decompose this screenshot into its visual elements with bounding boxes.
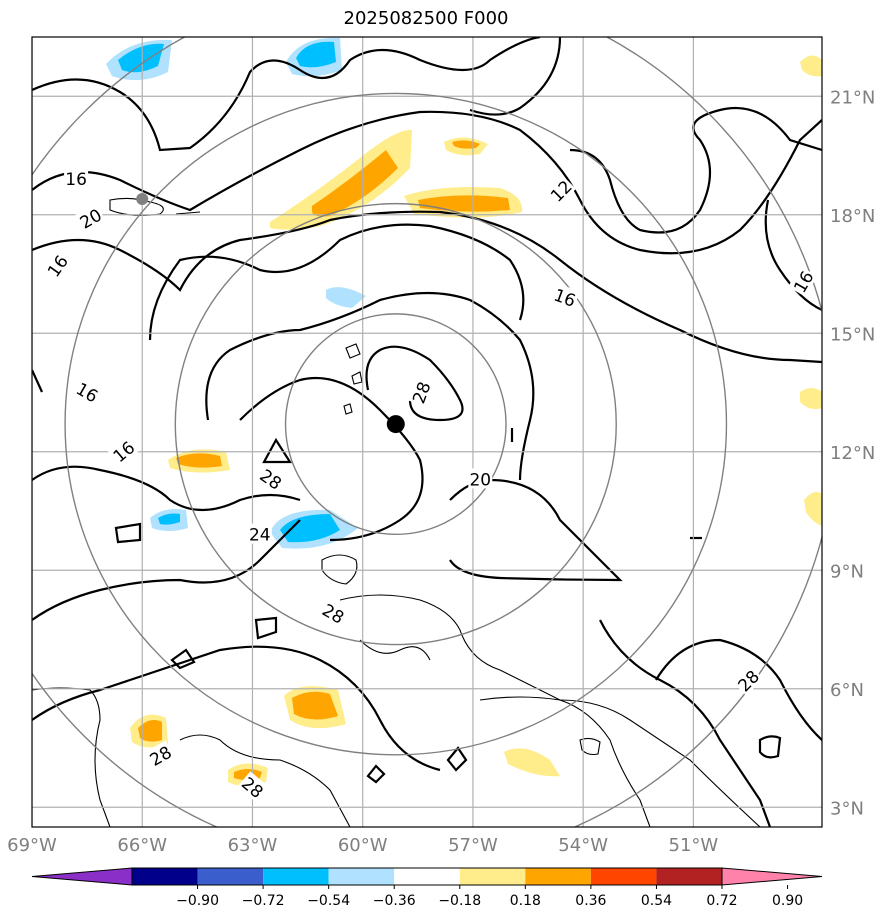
lon-tick-label: 57°W (448, 835, 498, 856)
negative-field-patch (326, 287, 366, 308)
positive-field-patch (804, 492, 822, 526)
lon-tick-label: 51°W (669, 835, 719, 856)
latitude-tick-labels: 3°N 6°N 9°N 12°N 15°N 18°N 21°N (830, 87, 875, 819)
contour-label-bg (107, 435, 139, 467)
positive-field-patch (800, 55, 822, 77)
colorbar-cell (263, 868, 329, 885)
lat-tick-label: 6°N (830, 680, 864, 701)
positive-field-patch (800, 388, 822, 410)
positive-field-patch (292, 691, 338, 720)
range-ring (284, 313, 507, 536)
lon-tick-label: 66°W (117, 835, 167, 856)
colorbar-label: 0.54 (641, 893, 672, 909)
contour-label-bg (74, 203, 106, 233)
colorbar-extend-low (31, 867, 133, 886)
colorbar-cell (590, 868, 657, 885)
contour-label-bg (72, 376, 104, 407)
range-ring (174, 202, 617, 646)
contour-label-bg (64, 168, 89, 189)
lat-tick-label: 3°N (830, 798, 864, 819)
colorbar-label: −0.36 (373, 893, 416, 909)
range-rings (32, 37, 822, 827)
contour-label-bg (788, 266, 818, 297)
colorbar-label: 0.36 (575, 893, 606, 909)
lon-tick-label: 60°W (338, 835, 388, 856)
contour-lines (32, 37, 822, 827)
map-background (32, 37, 822, 827)
colorbar-cell (328, 868, 395, 885)
positive-field-patch (312, 150, 398, 217)
contour-label-bg (144, 740, 176, 770)
colorbar-label: −0.18 (438, 893, 481, 909)
colorbar-cell (525, 868, 591, 885)
positive-field-patch (176, 453, 222, 468)
contour-label-bg (318, 598, 350, 628)
colorbar-cell (197, 868, 264, 885)
contour-label-bg (255, 463, 287, 494)
negative-field-patch (280, 514, 340, 543)
positive-field-patch (504, 748, 560, 777)
colorbar-label: 0.90 (772, 893, 803, 909)
contour-label: 16 (65, 170, 87, 190)
colorbar-cell (459, 868, 526, 885)
map-title: 2025082500 F000 (343, 8, 509, 29)
colorbar-cell (132, 868, 198, 885)
lat-tick-label: 21°N (830, 87, 875, 108)
map-frame (31, 36, 823, 828)
lat-tick-label: 12°N (830, 443, 875, 464)
range-ring (64, 92, 728, 756)
negative-field-patch (296, 41, 336, 68)
negative-field-patch (158, 513, 180, 525)
colorbar-label: −0.90 (176, 893, 219, 909)
contour-label-bg (468, 468, 493, 489)
contour-label-bg (247, 523, 272, 544)
contour-label-bg (407, 377, 435, 407)
positive-field-patch (418, 195, 510, 212)
secondary-marker[interactable] (136, 192, 149, 205)
lat-tick-label: 9°N (830, 561, 864, 582)
contour-label: 24 (249, 526, 271, 546)
contour-label-bg (550, 283, 580, 311)
contour-label-bg (41, 249, 72, 282)
lon-tick-label: 54°W (558, 835, 608, 856)
colorbar-extend-high (721, 867, 823, 886)
colorbar-label: −0.54 (307, 893, 350, 909)
colorbar-label: 0.18 (510, 893, 541, 909)
lon-tick-label: 69°W (7, 835, 57, 856)
colorbar-frame (131, 867, 723, 886)
graticule (32, 37, 822, 827)
contour-label-bg (544, 174, 576, 206)
colorbar-label: −0.72 (242, 893, 285, 909)
storm-center-marker[interactable] (386, 415, 405, 434)
lat-tick-label: 18°N (830, 206, 875, 227)
colorbar-label: 0.72 (706, 893, 737, 909)
longitude-tick-labels: 69°W 66°W 63°W 60°W 57°W 54°W 51°W (7, 835, 718, 856)
negative-field-patch (118, 43, 164, 73)
shaded-field (106, 37, 822, 786)
contour-label-bg (237, 771, 269, 803)
lon-tick-label: 63°W (228, 835, 278, 856)
colorbar-cell (394, 868, 460, 885)
positive-field-patch (138, 720, 162, 742)
contour-label: 20 (469, 470, 491, 490)
lat-tick-label: 15°N (830, 324, 875, 345)
colorbar-cell (656, 868, 722, 885)
coastlines (32, 197, 761, 827)
positive-field-patch (270, 129, 412, 230)
contour-label-bg (732, 664, 764, 696)
colorbar: −0.90 −0.72 −0.54 −0.36 −0.18 0.18 0.36 0.54 0.7… (31, 867, 823, 909)
